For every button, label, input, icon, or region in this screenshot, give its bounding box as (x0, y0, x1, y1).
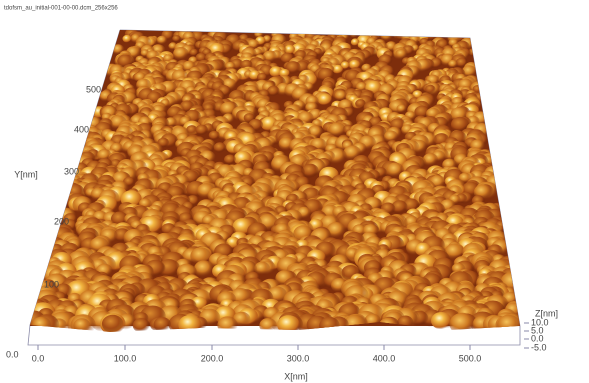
grain (350, 30, 359, 38)
grain (214, 142, 227, 153)
grain (209, 131, 220, 141)
y-tick-label: 200 (54, 216, 69, 226)
grain (259, 318, 277, 333)
x-tick-label: 300.0 (287, 353, 310, 363)
grain (123, 35, 132, 43)
x-tick-label: 0.0 (32, 353, 45, 363)
y-axis-label: Y[nm] (14, 169, 38, 179)
y-tick-label: 100 (44, 279, 59, 289)
grain (448, 60, 458, 68)
surface (22, 28, 526, 336)
grain (277, 315, 300, 334)
grain (319, 317, 340, 335)
grain (224, 155, 236, 165)
x-tick-label: 500.0 (459, 353, 482, 363)
x-tick-label: 400.0 (373, 353, 396, 363)
grain (397, 104, 407, 113)
x-tick-label: 200.0 (201, 353, 224, 363)
grain (133, 318, 150, 333)
x-tick-label: 100.0 (114, 353, 137, 363)
grain (449, 313, 475, 335)
grain (154, 317, 171, 332)
grain (194, 260, 214, 277)
grain (173, 47, 189, 60)
grain (431, 312, 452, 329)
grain (497, 315, 520, 335)
y-tick-label: 300 (64, 166, 79, 176)
grain (32, 317, 52, 334)
grain (395, 49, 407, 59)
afm-view: tdofsm_au_initial-001-00-00.dcm_256x256 … (0, 0, 589, 383)
y-tick-label: 500 (86, 84, 101, 94)
grain (196, 125, 209, 136)
file-title: tdofsm_au_initial-001-00-00.dcm_256x256 (4, 6, 118, 12)
grain (178, 315, 201, 335)
grain (397, 316, 413, 330)
grain (318, 93, 332, 105)
x-axis-label: X[nm] (284, 371, 308, 381)
grain (172, 35, 181, 42)
z-tick-label: -5.0 (531, 342, 547, 352)
grain (157, 36, 168, 45)
y-tick-label: 0.0 (6, 349, 19, 359)
y-tick-label: 400 (74, 124, 89, 134)
grain (73, 318, 90, 332)
grain (102, 315, 124, 333)
grain (217, 316, 238, 333)
